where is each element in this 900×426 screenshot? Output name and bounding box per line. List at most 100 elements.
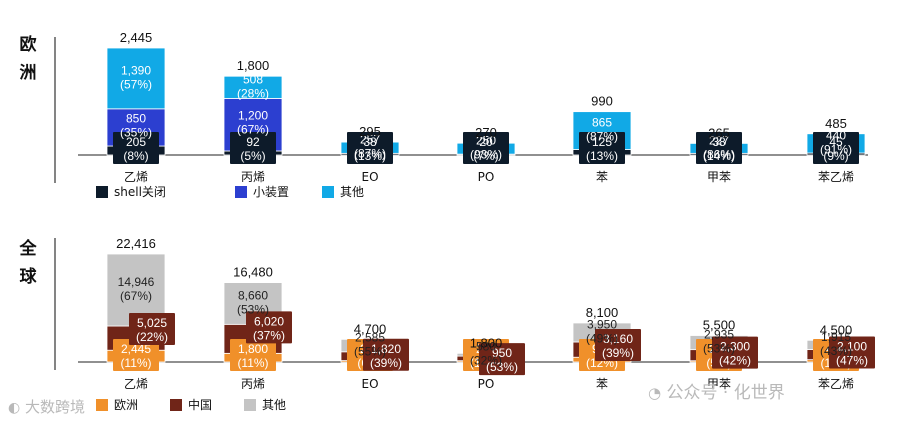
percent-label: (49%) (586, 331, 618, 345)
watermark-left-text: 大数跨境 (25, 398, 86, 416)
legend-label: 小装置 (253, 185, 289, 199)
value-label: 250 (476, 134, 496, 148)
value-label: 3,160 (603, 332, 633, 346)
percent-label: (13%) (354, 149, 386, 163)
total-label: 265 (708, 125, 730, 140)
value-label: 45 (829, 135, 843, 149)
percent-label: (35%) (120, 125, 152, 139)
value-label: 125 (592, 135, 612, 149)
value-label: 1,820 (371, 342, 401, 356)
value-label-box (363, 338, 409, 371)
percent-label: (39%) (602, 346, 634, 360)
total-label: 990 (591, 94, 613, 109)
total-label: 1,800 (470, 335, 503, 350)
value-label: 2,100 (837, 340, 867, 354)
watermark-right: ◔ 公众号 · 化世界 (648, 378, 785, 403)
value-label: 1,800 (238, 342, 268, 356)
value-label: 20 (479, 135, 493, 149)
category-label: EO (361, 377, 378, 391)
total-label: 8,100 (586, 305, 619, 320)
value-label-box (813, 132, 859, 164)
value-label-box (347, 132, 393, 164)
value-label: 850 (126, 111, 146, 125)
value-label-box (479, 343, 525, 376)
category-label: 乙烯 (124, 377, 148, 391)
panel-label: 球 (20, 267, 38, 287)
category-label: 乙烯 (124, 170, 148, 184)
value-label-box (246, 311, 292, 344)
bar-segment (223, 75, 283, 99)
category-label: 苯乙烯 (818, 377, 854, 391)
percent-label: (5%) (240, 149, 265, 163)
panel-label: 洲 (20, 63, 37, 83)
percent-label: (7%) (473, 149, 498, 163)
value-label-box (712, 336, 758, 369)
wechat-icon: ◔ (648, 384, 662, 402)
bar-segment (106, 47, 166, 110)
percent-label: (86%) (703, 147, 735, 161)
legend-swatch (244, 399, 256, 411)
legend-swatch (96, 186, 108, 198)
swirl-logo-icon: ◐ (8, 400, 21, 416)
legend-label: 欧洲 (114, 398, 138, 412)
percent-label: (28%) (237, 86, 269, 100)
percent-label: (67%) (120, 289, 152, 303)
percent-label: (55%) (354, 345, 386, 359)
legend-label: 其他 (262, 398, 286, 412)
value-label: 950 (492, 346, 512, 360)
legend-label: 中国 (188, 397, 212, 412)
value-label: 2,300 (720, 340, 750, 354)
value-label-box (230, 132, 276, 164)
percent-label: (11%) (237, 356, 268, 370)
value-label: 1,390 (121, 63, 151, 77)
total-label: 2,445 (120, 30, 153, 45)
percent-label: (8%) (123, 149, 148, 163)
value-label: 440 (826, 128, 846, 142)
value-label: 38 (712, 135, 726, 149)
panel-label: 全 (19, 238, 38, 259)
value-label-box (230, 339, 276, 371)
category-label: PO (478, 170, 495, 184)
category-label: 甲苯 (707, 170, 731, 184)
percent-label: (93%) (470, 148, 502, 162)
value-label: 92 (246, 135, 260, 149)
legend-swatch (322, 186, 334, 198)
percent-label: (9%) (823, 149, 848, 163)
total-label: 16,480 (233, 265, 273, 280)
percent-label: (11%) (120, 356, 151, 370)
value-label: 205 (126, 135, 146, 149)
percent-label: (91%) (820, 142, 852, 156)
percent-label: (53%) (703, 342, 735, 356)
total-label: 4,500 (820, 322, 853, 337)
value-label-box (113, 132, 159, 164)
total-label: 295 (359, 124, 381, 139)
watermark-right-text: 公众号 · 化世界 (666, 383, 785, 403)
value-label-box (579, 132, 625, 164)
value-label-box (595, 329, 641, 362)
value-label: 5,025 (137, 316, 167, 330)
category-label: 苯 (596, 170, 608, 184)
percent-label: (53%) (486, 360, 518, 374)
legend-label: 其他 (340, 185, 364, 199)
panel-label: 欧 (20, 34, 37, 55)
value-label: 508 (243, 72, 263, 86)
value-label-box (696, 132, 742, 164)
value-label: 257 (360, 133, 380, 147)
percent-label: (39%) (370, 356, 402, 370)
percent-label: (37%) (253, 328, 285, 342)
legend-swatch (96, 399, 108, 411)
value-label-box (113, 339, 159, 371)
legend-label: shell关闭 (114, 185, 166, 199)
percent-label: (14%) (703, 149, 735, 163)
value-label: 227 (709, 133, 729, 147)
total-label: 1,800 (237, 58, 270, 73)
total-label: 485 (825, 116, 847, 131)
total-label: 4,700 (354, 321, 387, 336)
value-label: 865 (592, 116, 612, 130)
total-label: 270 (475, 125, 497, 140)
value-label: 6,020 (254, 314, 284, 328)
percent-label: (87%) (586, 130, 618, 144)
percent-label: (32%) (470, 354, 502, 368)
value-label: 2,445 (121, 342, 151, 356)
